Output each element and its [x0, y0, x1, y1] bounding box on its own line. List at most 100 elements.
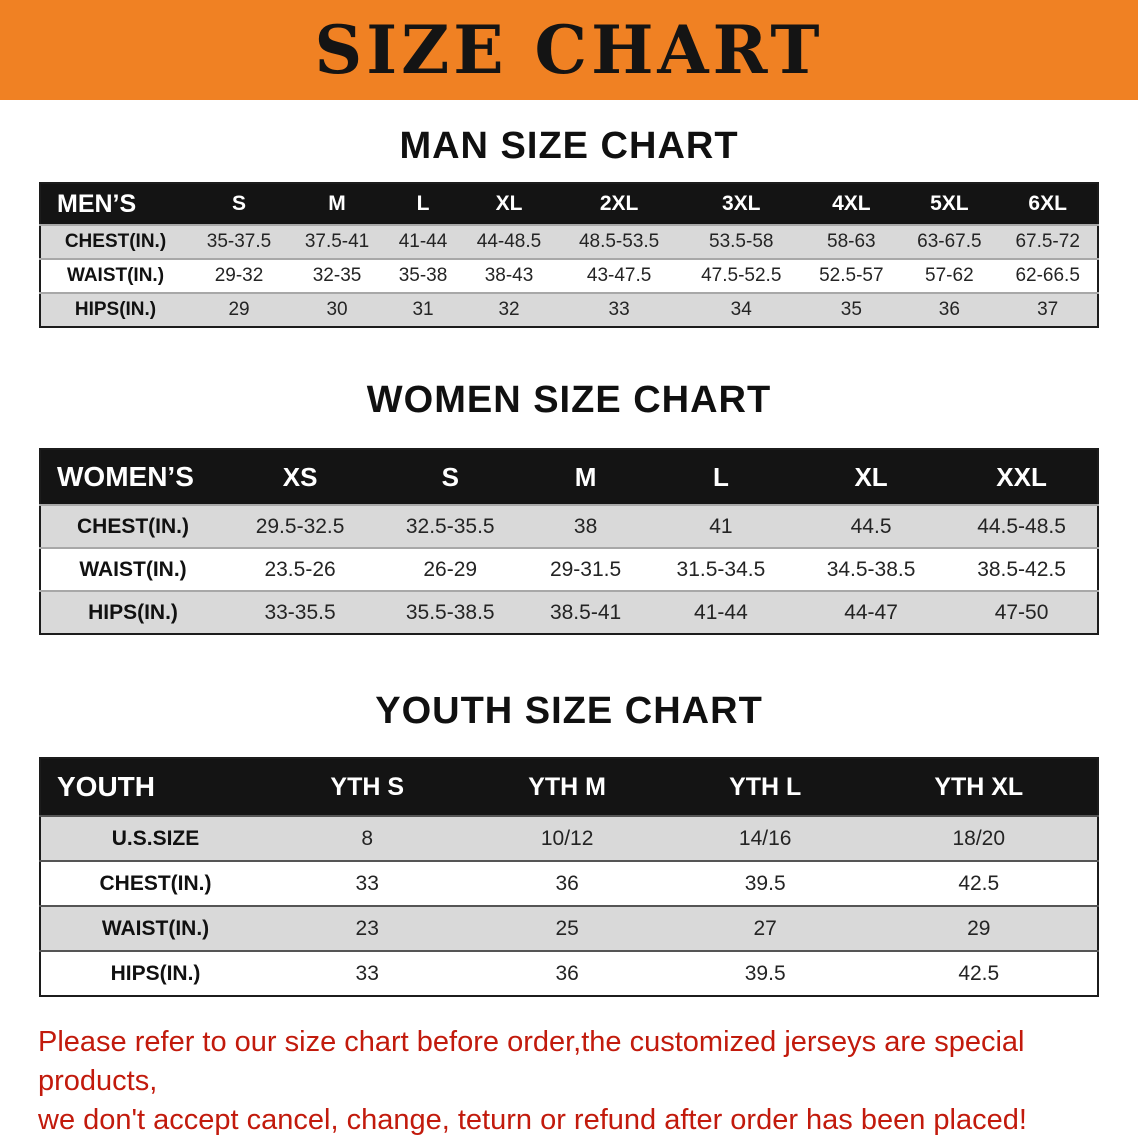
size-column-header: S [232, 192, 247, 215]
size-column-header: YTH M [528, 772, 607, 801]
size-column-header: M [328, 192, 346, 215]
size-value-cell: 29 [967, 916, 991, 940]
size-value-cell: 37 [1037, 299, 1059, 320]
size-column-header: S [441, 461, 459, 492]
row-label: CHEST(IN.) [64, 231, 167, 252]
youth-section-heading: YOUTH SIZE CHART [375, 690, 763, 732]
table-row: HIPS(IN.) 29 30 31 32 33 34 35 36 37 [40, 293, 1098, 327]
size-value-cell: 32.5-35.5 [405, 514, 495, 538]
size-column-header: YTH L [729, 772, 802, 801]
size-value-cell: 41-44 [398, 231, 448, 252]
size-chart-banner: SIZE CHART [0, 0, 1138, 100]
size-column-header: YTH XL [934, 772, 1024, 801]
size-value-cell: 47.5-52.5 [701, 265, 782, 286]
mens-table-body: CHEST(IN.) 35-37.5 37.5-41 41-44 44-48.5 48.5… [40, 225, 1098, 327]
youth-size-table: YOUTH YTH S YTH M YTH L YTH XL U.S.SIZE 8 10/1… [39, 757, 1099, 997]
size-value-cell: 29.5-32.5 [255, 514, 345, 538]
size-value-cell: 32-35 [312, 265, 362, 286]
size-value-cell: 33-35.5 [264, 600, 336, 624]
size-value-cell: 63-67.5 [917, 231, 982, 252]
size-value-cell: 43-47.5 [586, 265, 652, 286]
size-value-cell: 44-48.5 [476, 231, 542, 252]
table-corner-label: YOUTH [57, 771, 155, 802]
size-value-cell: 32 [498, 299, 520, 320]
table-row: CHEST(IN.) 29.5-32.5 32.5-35.5 38 41 44.5 44.5… [40, 505, 1098, 548]
mens-table-header: MEN’S S M L XL 2XL 3XL 4XL 5XL 6XL [40, 183, 1098, 225]
size-value-cell: 39.5 [744, 961, 786, 985]
size-value-cell: 34 [730, 299, 752, 320]
size-value-cell: 8 [361, 826, 374, 850]
row-label: WAIST(IN.) [101, 916, 210, 940]
size-value-cell: 29-32 [214, 265, 264, 286]
size-value-cell: 42.5 [958, 871, 1000, 895]
size-column-header: XL [495, 192, 523, 215]
size-value-cell: 10/12 [540, 826, 594, 850]
disclaimer-line-1: Please refer to our size chart before or… [38, 1026, 1025, 1097]
size-value-cell: 35-37.5 [206, 231, 272, 252]
size-value-cell: 62-66.5 [1015, 265, 1080, 286]
size-value-cell: 29-31.5 [549, 557, 622, 581]
table-row: WAIST(IN.) 23.5-26 26-29 29-31.5 31.5-34.5 34… [40, 548, 1098, 591]
womens-table-body: CHEST(IN.) 29.5-32.5 32.5-35.5 38 41 44.5 44.5… [40, 505, 1098, 634]
size-value-cell: 58-63 [827, 231, 876, 252]
size-column-header: XXL [996, 461, 1047, 492]
size-value-cell: 26-29 [423, 557, 478, 581]
disclaimer-text: Please refer to our size chart before or… [38, 1023, 1138, 1140]
size-value-cell: 31.5-34.5 [676, 557, 766, 581]
size-value-cell: 42.5 [958, 961, 1000, 985]
size-value-cell: 34.5-38.5 [826, 557, 916, 581]
size-value-cell: 41-44 [694, 600, 748, 624]
table-row: HIPS(IN.) 33-35.5 35.5-38.5 38.5-41 41-44 44-… [40, 591, 1098, 634]
size-value-cell: 44-47 [844, 600, 898, 624]
size-column-header: M [574, 461, 597, 492]
womens-size-table: WOMEN’S XS S M L XL XXL CHEST(IN.) 29.5-32.5 32.… [39, 448, 1099, 635]
womens-table-header: WOMEN’S XS S M L XL XXL [40, 449, 1098, 505]
size-value-cell: 38-43 [484, 265, 534, 286]
men-section-heading: MAN SIZE CHART [399, 125, 739, 167]
size-value-cell: 53.5-58 [709, 231, 774, 252]
size-column-header: 3XL [721, 192, 761, 215]
size-value-cell: 27 [753, 916, 777, 940]
size-value-cell: 33 [608, 299, 630, 320]
women-section-heading: WOMEN SIZE CHART [366, 379, 772, 421]
row-label: WAIST(IN.) [79, 557, 187, 581]
size-value-cell: 36 [555, 961, 579, 985]
size-column-header: 6XL [1028, 192, 1067, 215]
row-label: U.S.SIZE [111, 826, 200, 850]
table-row: HIPS(IN.) 33 36 39.5 42.5 [40, 951, 1098, 996]
size-column-header: L [416, 192, 430, 215]
size-value-cell: 14/16 [738, 826, 792, 850]
row-label: CHEST(IN.) [77, 514, 189, 538]
youth-table-header: YOUTH YTH S YTH M YTH L YTH XL [40, 758, 1098, 816]
size-value-cell: 44.5 [850, 514, 892, 538]
size-value-cell: 30 [326, 299, 348, 320]
row-label: HIPS(IN.) [88, 600, 178, 624]
row-label: WAIST(IN.) [66, 265, 165, 286]
table-row: U.S.SIZE 8 10/12 14/16 18/20 [40, 816, 1098, 861]
table-corner-label: WOMEN’S [57, 461, 194, 492]
size-value-cell: 36 [938, 299, 960, 320]
table-row: CHEST(IN.) 35-37.5 37.5-41 41-44 44-48.5 48.5… [40, 225, 1098, 259]
row-label: HIPS(IN.) [74, 299, 157, 320]
size-value-cell: 67.5-72 [1015, 231, 1080, 252]
row-label: HIPS(IN.) [110, 961, 201, 985]
size-column-header: 4XL [832, 192, 871, 215]
size-column-header: YTH S [330, 772, 405, 801]
page-title: SIZE CHART [314, 11, 824, 89]
size-value-cell: 23 [355, 916, 379, 940]
size-value-cell: 35-38 [398, 265, 448, 286]
size-value-cell: 47-50 [994, 600, 1049, 624]
table-row: WAIST(IN.) 29-32 32-35 35-38 38-43 43-47.5 47.… [40, 259, 1098, 293]
size-column-header: 5XL [930, 192, 969, 215]
size-value-cell: 37.5-41 [304, 231, 370, 252]
size-value-cell: 33 [355, 961, 379, 985]
size-column-header: 2XL [599, 192, 639, 215]
row-label: CHEST(IN.) [99, 871, 212, 895]
size-value-cell: 38.5-41 [549, 600, 622, 624]
size-value-cell: 31 [412, 299, 434, 320]
size-column-header: L [712, 461, 729, 492]
size-value-cell: 18/20 [952, 826, 1006, 850]
size-column-header: XS [282, 461, 318, 492]
size-value-cell: 52.5-57 [819, 265, 884, 286]
mens-size-table: MEN’S S M L XL 2XL 3XL 4XL 5XL 6XL CHEST(IN.) 35-3… [39, 182, 1099, 328]
